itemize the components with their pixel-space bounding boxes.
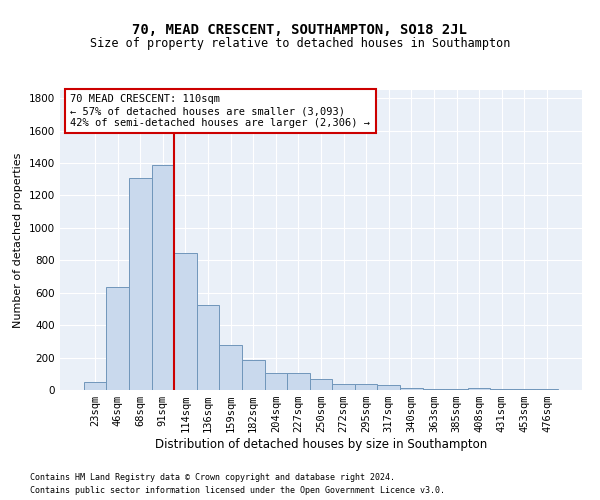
- Text: Contains public sector information licensed under the Open Government Licence v3: Contains public sector information licen…: [30, 486, 445, 495]
- Y-axis label: Number of detached properties: Number of detached properties: [13, 152, 23, 328]
- Bar: [536, 389, 558, 390]
- Bar: [422, 389, 445, 390]
- Bar: [490, 389, 513, 390]
- Bar: [265, 373, 287, 390]
- Text: 70, MEAD CRESCENT, SOUTHAMPTON, SO18 2JL: 70, MEAD CRESCENT, SOUTHAMPTON, SO18 2JL: [133, 22, 467, 36]
- Bar: [513, 389, 536, 390]
- Bar: [84, 382, 106, 390]
- Bar: [129, 178, 152, 390]
- Bar: [355, 384, 377, 390]
- Bar: [197, 305, 220, 390]
- Bar: [242, 360, 265, 390]
- Bar: [106, 287, 129, 390]
- Bar: [220, 346, 242, 390]
- Bar: [468, 388, 490, 390]
- Bar: [400, 388, 422, 390]
- X-axis label: Distribution of detached houses by size in Southampton: Distribution of detached houses by size …: [155, 438, 487, 451]
- Bar: [332, 384, 355, 390]
- Text: Contains HM Land Registry data © Crown copyright and database right 2024.: Contains HM Land Registry data © Crown c…: [30, 474, 395, 482]
- Bar: [377, 385, 400, 390]
- Text: Size of property relative to detached houses in Southampton: Size of property relative to detached ho…: [90, 38, 510, 51]
- Text: 70 MEAD CRESCENT: 110sqm
← 57% of detached houses are smaller (3,093)
42% of sem: 70 MEAD CRESCENT: 110sqm ← 57% of detach…: [70, 94, 370, 128]
- Bar: [445, 389, 468, 390]
- Bar: [287, 373, 310, 390]
- Bar: [152, 166, 174, 390]
- Bar: [174, 253, 197, 390]
- Bar: [310, 380, 332, 390]
